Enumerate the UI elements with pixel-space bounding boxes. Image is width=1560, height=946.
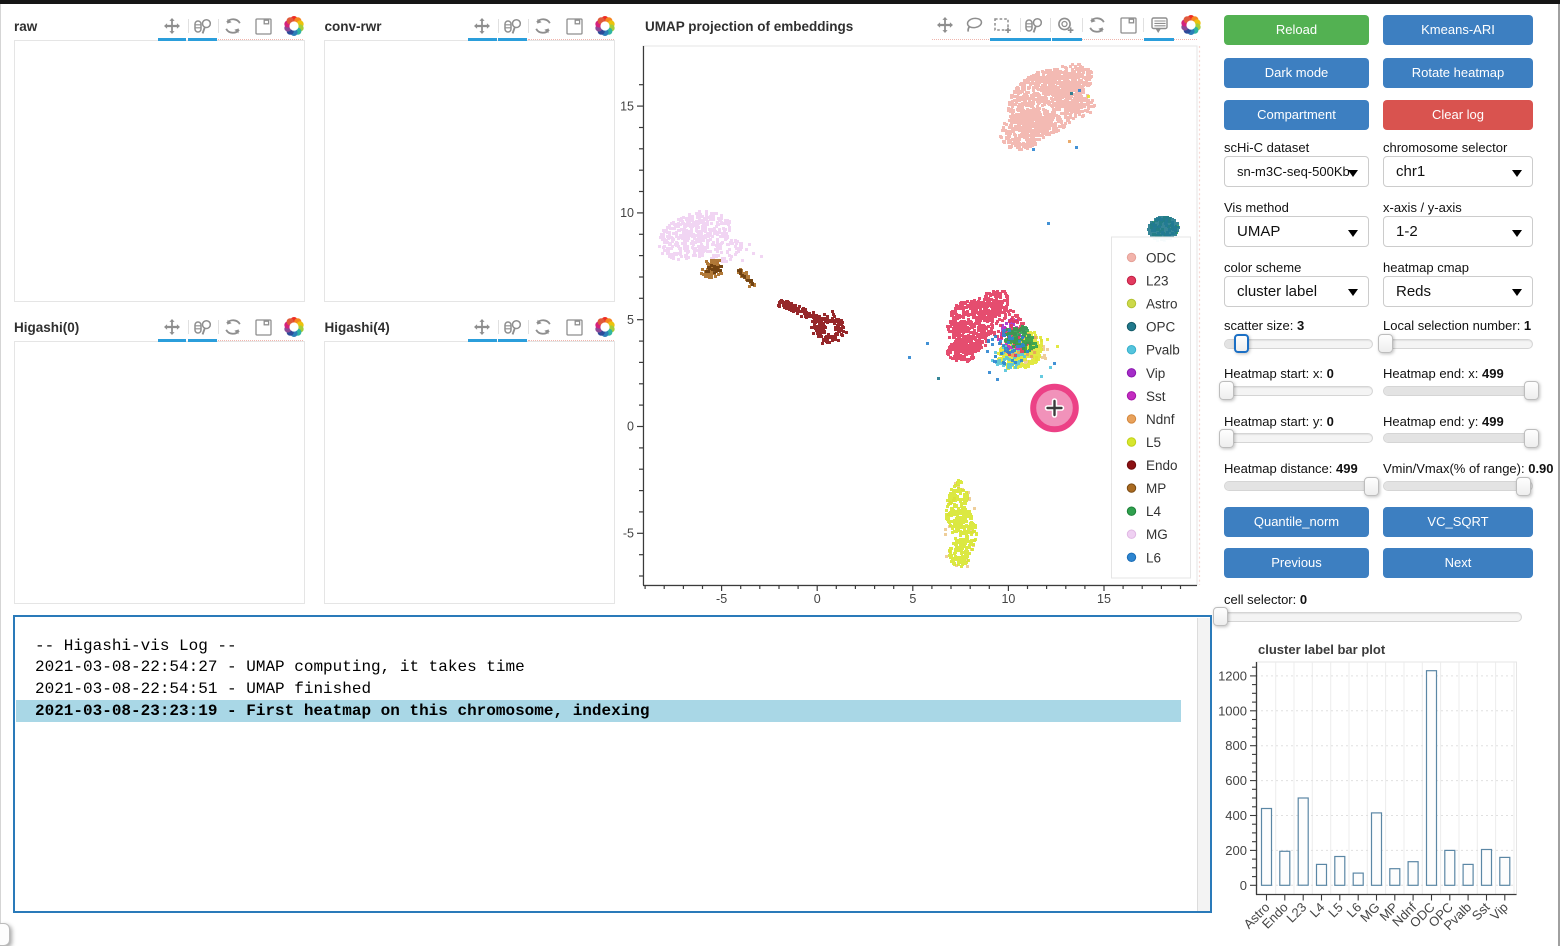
svg-text:Sst: Sst: [1146, 389, 1166, 404]
svg-text:L4: L4: [1146, 504, 1162, 519]
svg-text:10: 10: [620, 206, 634, 220]
svg-text:-5: -5: [623, 527, 634, 541]
svg-text:600: 600: [1225, 773, 1247, 788]
svg-text:800: 800: [1225, 738, 1247, 753]
svg-text:10: 10: [1001, 592, 1015, 606]
svg-text:-5: -5: [716, 592, 727, 606]
svg-text:0: 0: [627, 420, 634, 434]
svg-text:1000: 1000: [1218, 703, 1247, 718]
svg-text:MP: MP: [1146, 481, 1166, 496]
svg-text:Endo: Endo: [1146, 458, 1178, 473]
svg-text:L23: L23: [1146, 274, 1169, 289]
svg-text:OPC: OPC: [1146, 320, 1176, 335]
svg-text:15: 15: [620, 99, 634, 113]
svg-text:L23: L23: [1283, 900, 1309, 926]
svg-text:0: 0: [814, 592, 821, 606]
svg-text:5: 5: [627, 313, 634, 327]
svg-text:ODC: ODC: [1146, 250, 1176, 265]
svg-text:5: 5: [909, 592, 916, 606]
svg-text:MG: MG: [1146, 527, 1168, 542]
svg-text:L6: L6: [1146, 550, 1161, 565]
svg-text:400: 400: [1225, 808, 1247, 823]
svg-text:cluster label bar plot: cluster label bar plot: [1258, 642, 1386, 657]
svg-text:15: 15: [1097, 592, 1111, 606]
svg-text:Vip: Vip: [1487, 900, 1511, 924]
svg-text:Ndnf: Ndnf: [1146, 412, 1175, 427]
svg-text:200: 200: [1225, 843, 1247, 858]
svg-text:1200: 1200: [1218, 668, 1247, 683]
svg-text:0: 0: [1240, 878, 1247, 893]
svg-text:Vip: Vip: [1146, 366, 1165, 381]
svg-text:Astro: Astro: [1146, 297, 1178, 312]
svg-text:L5: L5: [1146, 435, 1161, 450]
svg-text:Pvalb: Pvalb: [1146, 343, 1180, 358]
